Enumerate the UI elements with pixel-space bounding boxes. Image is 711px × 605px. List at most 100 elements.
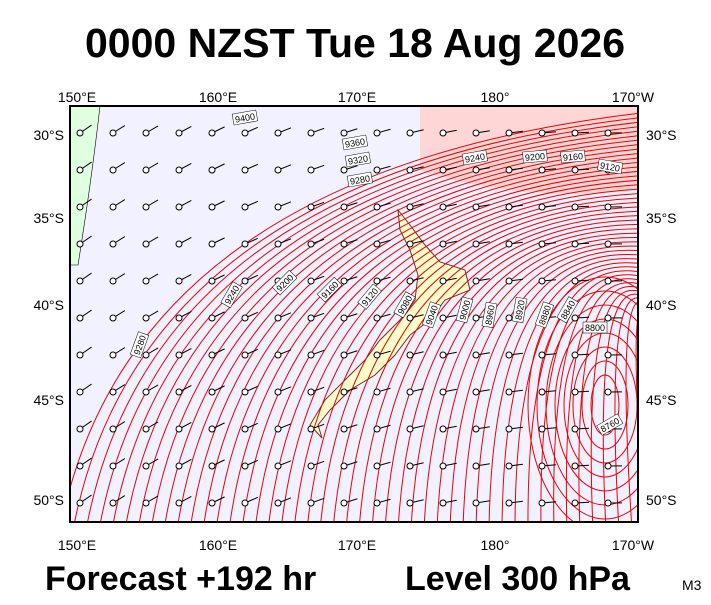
lat-label: 40°S — [646, 297, 677, 313]
barb-station — [209, 500, 215, 506]
lat-label: 30°S — [33, 127, 64, 143]
barb-station — [605, 463, 611, 469]
lat-label: 50°S — [33, 492, 64, 508]
barb-station — [506, 315, 512, 321]
barb-station — [308, 130, 314, 136]
barb-station — [539, 463, 545, 469]
level-label: Level 300 hPa — [405, 560, 631, 598]
barb-station — [605, 241, 611, 247]
barb-station — [572, 352, 578, 358]
barb-station — [341, 352, 347, 358]
lat-label: 30°S — [646, 127, 677, 143]
barb-station — [341, 500, 347, 506]
barb-station — [605, 130, 611, 136]
barb-station — [473, 389, 479, 395]
map — [60, 106, 682, 533]
barb-station — [506, 426, 512, 432]
contour-label-text: 9160 — [563, 151, 584, 163]
barb-station — [77, 167, 83, 173]
barb-station — [506, 352, 512, 358]
barb-station — [110, 167, 116, 173]
barb-station — [308, 500, 314, 506]
barb-station — [308, 167, 314, 173]
barb-station — [275, 167, 281, 173]
lon-label: 170°W — [612, 537, 655, 553]
barb-station — [110, 426, 116, 432]
barb-station — [242, 130, 248, 136]
barb-station — [77, 204, 83, 210]
barb-station — [242, 204, 248, 210]
barb-station — [242, 278, 248, 284]
barb-station — [440, 463, 446, 469]
barb-station — [440, 130, 446, 136]
barb-station — [341, 167, 347, 173]
barb-station — [275, 463, 281, 469]
barb-station — [506, 130, 512, 136]
barb-station — [374, 167, 380, 173]
barb-station — [242, 167, 248, 173]
barb-station — [374, 389, 380, 395]
barb-station — [440, 315, 446, 321]
lon-label: 160°E — [199, 537, 237, 553]
lon-label: 150°E — [58, 89, 96, 105]
barb-station — [143, 167, 149, 173]
barb-station — [374, 500, 380, 506]
barb-station — [143, 352, 149, 358]
barb-station — [209, 463, 215, 469]
barb-station — [539, 278, 545, 284]
barb-station — [572, 278, 578, 284]
chart-code: M3 — [682, 577, 702, 593]
barb-station — [77, 500, 83, 506]
barb-station — [539, 167, 545, 173]
barb-station — [275, 241, 281, 247]
barb-station — [341, 389, 347, 395]
barb-station — [110, 204, 116, 210]
barb-station — [176, 315, 182, 321]
barb-station — [176, 426, 182, 432]
barb-station — [110, 278, 116, 284]
barb-station — [572, 500, 578, 506]
barb-station — [110, 130, 116, 136]
barb-station — [572, 463, 578, 469]
barb-station — [374, 278, 380, 284]
barb-station — [572, 426, 578, 432]
barb-station — [539, 500, 545, 506]
barb-station — [506, 389, 512, 395]
barb-station — [407, 426, 413, 432]
barb-station — [407, 389, 413, 395]
barb-station — [605, 315, 611, 321]
barb-station — [143, 500, 149, 506]
lat-label: 50°S — [646, 492, 677, 508]
barb-station — [308, 463, 314, 469]
barb-station — [440, 352, 446, 358]
barb-station — [473, 241, 479, 247]
barb-station — [440, 500, 446, 506]
barb-station — [341, 204, 347, 210]
barb-station — [143, 463, 149, 469]
barb-station — [539, 130, 545, 136]
barb-station — [110, 241, 116, 247]
barb-station — [275, 315, 281, 321]
barb-station — [605, 389, 611, 395]
barb-station — [176, 130, 182, 136]
barb-station — [176, 204, 182, 210]
barb-station — [341, 315, 347, 321]
barb-station — [407, 500, 413, 506]
barb-station — [308, 389, 314, 395]
barb-station — [506, 204, 512, 210]
barb-station — [506, 167, 512, 173]
barb-station — [407, 167, 413, 173]
barb-station — [176, 241, 182, 247]
lat-label: 35°S — [646, 210, 677, 226]
barb-station — [407, 463, 413, 469]
barb-station — [572, 315, 578, 321]
barb-station — [473, 167, 479, 173]
barb-station — [176, 278, 182, 284]
barb-station — [242, 389, 248, 395]
barb-station — [473, 315, 479, 321]
barb-station — [77, 463, 83, 469]
barb-station — [143, 130, 149, 136]
barb-station — [77, 130, 83, 136]
barb-station — [77, 278, 83, 284]
barb-station — [77, 426, 83, 432]
